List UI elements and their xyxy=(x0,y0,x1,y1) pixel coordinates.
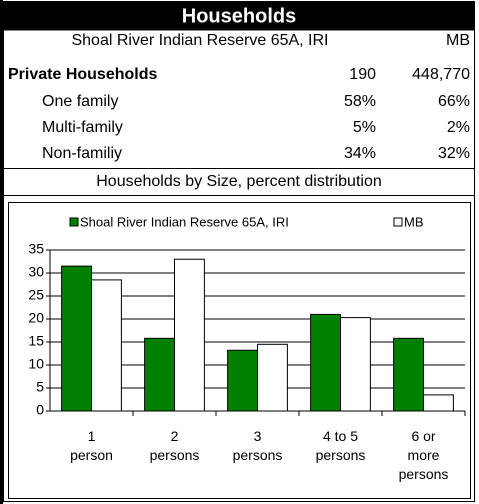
row-label: One family xyxy=(42,93,118,110)
cell: 448,770 xyxy=(412,66,470,83)
x-tick-label: 3 persons xyxy=(233,428,283,463)
x-tick-label: 4 to 5 persons xyxy=(316,428,366,463)
y-tick-label: 0 xyxy=(36,402,44,418)
row-label: Multi-family xyxy=(42,119,123,136)
bar xyxy=(227,349,258,412)
cell: 5% xyxy=(353,119,376,136)
column-header: MB xyxy=(446,32,470,49)
x-tick-label: 6 or more persons xyxy=(399,428,449,482)
y-tick-label: 5 xyxy=(36,379,44,395)
table-rows: Private Households 190 448,770 One family 58… xyxy=(8,66,470,162)
x-tick-label: 1 person xyxy=(70,428,113,463)
chart-border xyxy=(8,202,471,499)
row-label: Private Households xyxy=(8,66,157,83)
cell: 2% xyxy=(447,119,470,136)
title-bar xyxy=(3,1,475,31)
y-tick-label: 30 xyxy=(28,264,44,280)
bar xyxy=(61,265,92,412)
bar xyxy=(423,394,454,412)
column-header: Shoal River Indian Reserve 65A, IRI xyxy=(71,32,328,49)
title: Households xyxy=(182,5,296,27)
cell: 58% xyxy=(344,93,376,110)
legend-label: Shoal River Indian Reserve 65A, IRI xyxy=(80,214,289,229)
legend-swatch xyxy=(393,217,403,227)
x-tick-label: 2 persons xyxy=(150,428,200,463)
bar xyxy=(257,343,288,412)
legend-swatch xyxy=(69,217,79,227)
y-tick-label: 35 xyxy=(28,241,44,257)
cell: 32% xyxy=(438,145,470,162)
row-label: Non-familiy xyxy=(42,145,122,162)
bar xyxy=(310,313,341,412)
bar xyxy=(174,258,205,412)
bar xyxy=(393,337,424,412)
legend-label: MB xyxy=(404,214,424,229)
y-tick-label: 10 xyxy=(28,356,44,372)
chart-title: Households by Size, percent distribution xyxy=(96,173,382,190)
bar xyxy=(91,279,122,412)
y-tick-label: 20 xyxy=(28,310,44,326)
bar xyxy=(340,317,371,412)
cell: 66% xyxy=(438,93,470,110)
left-edge xyxy=(0,0,3,504)
y-tick-label: 25 xyxy=(28,287,44,303)
chart: 0 5 10 15 20 25 30 35 Shoal River Indian Reserve… xyxy=(28,214,466,482)
bar xyxy=(144,337,175,412)
cell: 190 xyxy=(349,66,376,83)
cell: 34% xyxy=(344,145,376,162)
y-tick-label: 15 xyxy=(28,333,44,349)
